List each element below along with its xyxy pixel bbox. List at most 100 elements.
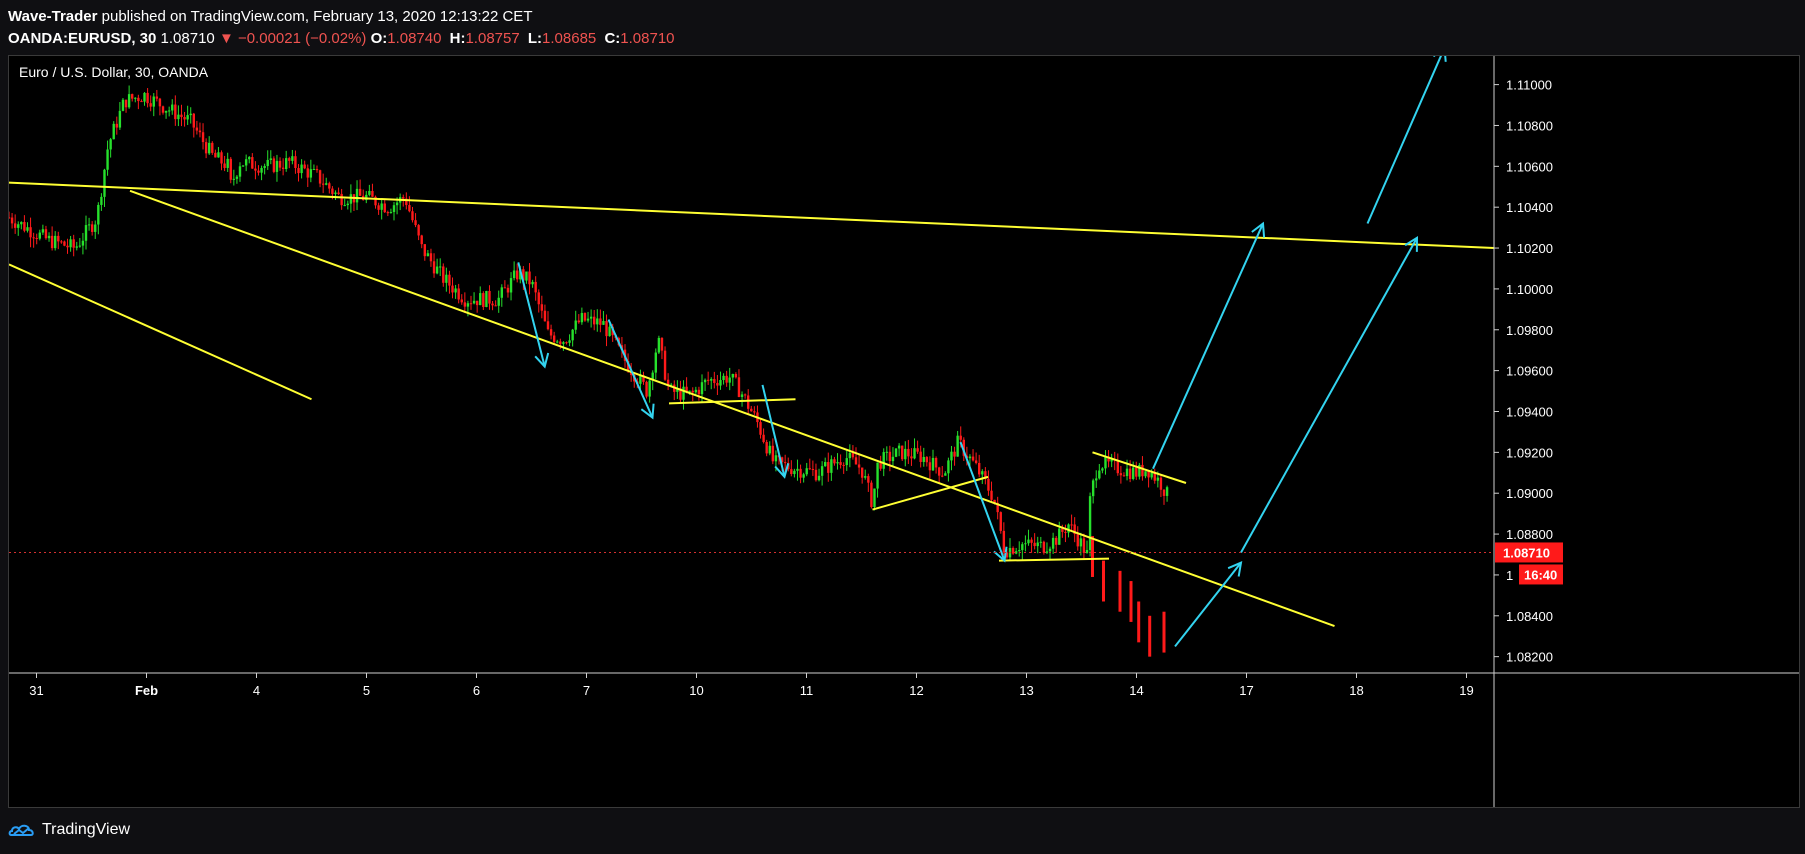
candle-body — [466, 303, 470, 307]
candle — [167, 106, 171, 117]
candle — [546, 311, 550, 331]
candle — [183, 111, 186, 127]
candle — [540, 295, 544, 319]
footer-branding[interactable]: TradingView — [8, 818, 130, 842]
candle-body — [26, 227, 29, 231]
arrow-shaft — [1366, 56, 1443, 224]
candle-body — [876, 462, 879, 489]
candle-body — [164, 110, 168, 113]
candle — [694, 386, 698, 394]
candle — [528, 263, 531, 295]
candle-body — [768, 445, 771, 454]
candle — [978, 454, 981, 478]
candle-body — [645, 381, 648, 397]
candle — [645, 380, 648, 399]
candle — [97, 202, 100, 235]
candle — [1085, 540, 1089, 554]
price-chart[interactable]: 1.08200 1.08400 1 1.08800 1.09000 1.09200 1.09… — [9, 56, 1799, 807]
candle-body — [47, 235, 51, 239]
candle-body — [414, 220, 417, 226]
candle-body — [910, 456, 913, 459]
candle-body — [331, 188, 334, 194]
candle — [1082, 533, 1086, 560]
candle-body — [226, 158, 229, 168]
candle-body — [931, 457, 935, 471]
candle-body — [703, 379, 707, 383]
candle-body — [805, 468, 808, 475]
candle-body — [482, 293, 485, 307]
price-axis[interactable]: 1.08200 1.08400 1 1.08800 1.09000 1.09200 1.09… — [1493, 56, 1563, 807]
candle — [854, 447, 858, 465]
arrow-head — [640, 403, 655, 420]
candle-body — [127, 94, 131, 108]
arrow-shaft — [1240, 237, 1418, 553]
candle — [491, 300, 494, 311]
candle-body — [685, 386, 688, 392]
candle-body — [870, 482, 873, 507]
candle-body — [1153, 472, 1156, 481]
candle — [824, 457, 827, 467]
candle-body — [149, 103, 152, 107]
candle — [599, 309, 602, 333]
candle-body — [1119, 473, 1123, 476]
price-tick-label: 1.09000 — [1506, 486, 1553, 501]
candle — [20, 221, 23, 230]
chart-pane[interactable]: 1.08200 1.08400 1 1.08800 1.09000 1.09200 1.09… — [8, 55, 1800, 808]
candle-body — [959, 435, 962, 440]
candle-body — [318, 170, 322, 184]
candle — [285, 150, 288, 172]
projection-arrow — [959, 441, 1008, 563]
candle — [562, 341, 565, 351]
candle — [358, 179, 362, 197]
candle — [211, 141, 214, 155]
candle-body — [1091, 480, 1095, 497]
candle — [968, 454, 972, 467]
candle — [134, 97, 137, 103]
candle — [1162, 489, 1166, 505]
author-link[interactable]: Wave-Trader — [8, 8, 98, 25]
candle — [974, 452, 978, 465]
candle — [457, 283, 460, 304]
candle — [124, 99, 128, 113]
candle-body — [1055, 537, 1058, 545]
candle-body — [321, 183, 325, 185]
candle-body — [642, 375, 645, 382]
candle — [802, 472, 805, 483]
candle — [442, 263, 445, 287]
candle — [217, 147, 220, 158]
current-price-label: 1.08710 — [1503, 545, 1550, 560]
candle — [593, 309, 596, 331]
candle-body — [528, 271, 531, 285]
candle-body — [78, 245, 82, 247]
candle-body — [392, 205, 396, 213]
candle-body — [574, 320, 577, 330]
arrow-shaft — [959, 441, 1006, 561]
candle-body — [1064, 531, 1067, 533]
candle — [244, 154, 248, 172]
candle-body — [996, 502, 999, 513]
candle-body — [968, 456, 972, 459]
candle-body — [368, 190, 371, 195]
candle-body — [602, 321, 605, 325]
candle — [346, 200, 349, 210]
projection-arrow — [761, 384, 790, 479]
candle — [953, 446, 956, 466]
candle-body — [232, 178, 236, 180]
candle-body — [808, 468, 811, 470]
candle — [1165, 485, 1169, 502]
candle — [602, 311, 605, 325]
candle-body — [922, 456, 925, 462]
candle-body — [349, 194, 353, 204]
candle-body — [516, 270, 519, 280]
candle — [1073, 517, 1076, 543]
candle-body — [257, 170, 260, 173]
time-axis[interactable]: 31 Feb 4 5 6 7 10 11 12 13 14 17 18 19 — [9, 672, 1799, 698]
candle — [814, 463, 818, 482]
projection-arrow — [607, 319, 655, 420]
candle — [497, 290, 500, 313]
candle-body — [251, 157, 254, 169]
candle-body — [577, 320, 580, 323]
candle-body — [670, 384, 673, 386]
candle — [254, 161, 257, 180]
symbol-label: OANDA:EURUSD, 30 — [8, 30, 157, 47]
